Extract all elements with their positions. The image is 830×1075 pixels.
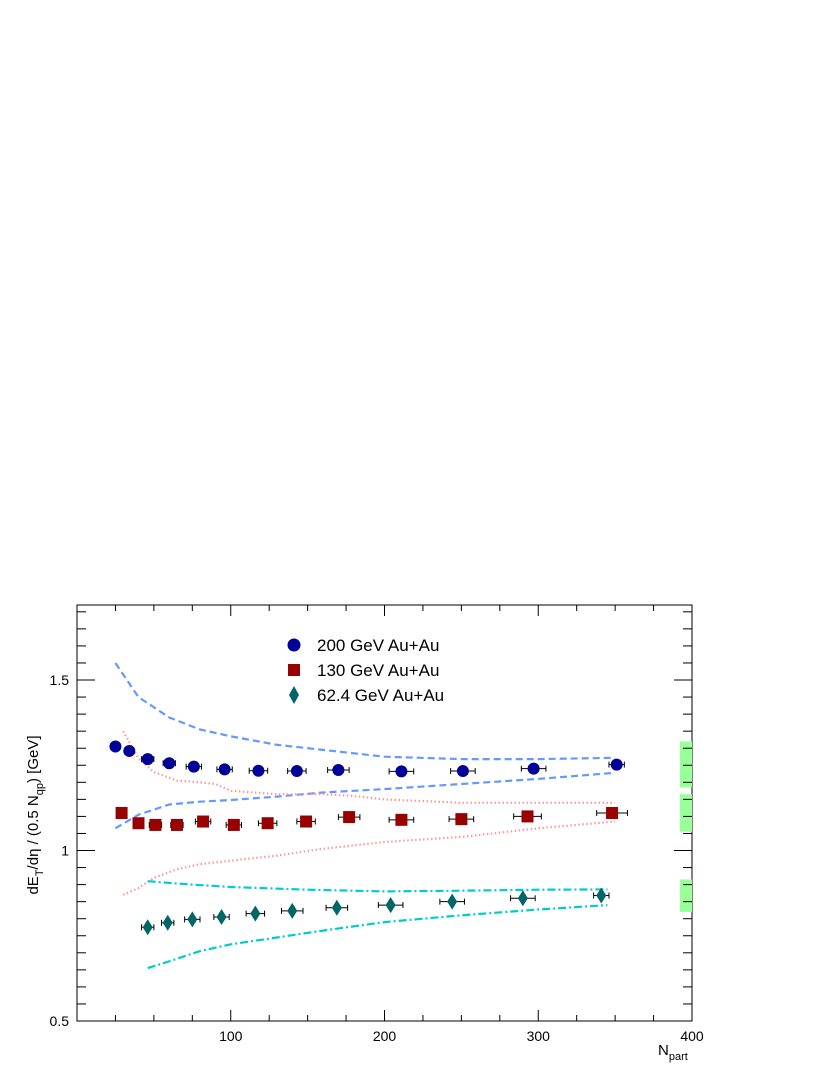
data-point-2 xyxy=(596,887,607,904)
data-point-2 xyxy=(287,902,298,919)
data-point-2 xyxy=(385,897,396,914)
data-point-0 xyxy=(123,744,136,757)
legend: 200 GeV Au+Au 130 GeV Au+Au 62.4 GeV Au+… xyxy=(287,636,444,705)
legend-label-130gev: 130 GeV Au+Au xyxy=(317,661,439,680)
data-point-0 xyxy=(610,758,623,771)
data-point-0 xyxy=(252,764,265,777)
data-point-2 xyxy=(216,909,227,925)
data-point-1 xyxy=(197,815,210,828)
y-axis-title-part-2: /dη / (0.5 N xyxy=(25,795,42,869)
data-point-2 xyxy=(250,905,261,922)
data-point-0 xyxy=(456,765,469,778)
data-point-1 xyxy=(300,815,313,828)
systematic-box-0 xyxy=(680,741,692,788)
data-point-1 xyxy=(227,818,240,831)
legend-marker-62gev xyxy=(289,686,299,704)
data-point-0 xyxy=(218,763,231,776)
x-tick-label: 100 xyxy=(219,1028,243,1044)
data-point-0 xyxy=(395,765,408,778)
model-bands xyxy=(114,662,616,970)
band-1-lower xyxy=(122,820,616,896)
band-0-upper xyxy=(114,662,616,761)
data-point-1 xyxy=(115,807,128,819)
x-axis-title-main: N xyxy=(658,1042,669,1059)
y-tick-label: 0.5 xyxy=(50,1013,70,1029)
data-point-1 xyxy=(132,817,145,830)
y-axis-title-part-0: dE xyxy=(25,876,42,894)
data-point-1 xyxy=(521,810,534,823)
data-point-0 xyxy=(109,740,122,753)
y-axis-title-part-1: T xyxy=(34,869,46,876)
data-point-1 xyxy=(170,818,183,831)
axis-ticks xyxy=(77,605,692,1021)
axis-tick-labels: 100 200 300 400 0.5 1 1.5 xyxy=(50,672,704,1044)
band-0-lower xyxy=(114,771,616,830)
x-axis-title: Npart xyxy=(658,1042,688,1063)
legend-marker-200gev xyxy=(287,638,301,652)
data-point-0 xyxy=(163,757,176,770)
systematic-box-1 xyxy=(680,794,692,832)
data-points xyxy=(109,740,628,936)
systematic-box-2 xyxy=(680,879,692,912)
band-2-lower xyxy=(147,904,608,970)
data-point-0 xyxy=(527,762,540,775)
x-tick-label: 400 xyxy=(680,1028,704,1044)
legend-marker-130gev xyxy=(288,664,300,676)
y-axis-title: dET/dη / (0.5 Nqp) [GeV] xyxy=(25,735,46,894)
y-axis-title-part-3: qp xyxy=(34,783,46,795)
band-2-upper xyxy=(147,880,608,893)
data-point-1 xyxy=(455,813,468,826)
data-point-1 xyxy=(395,813,408,826)
data-point-1 xyxy=(606,807,619,819)
data-point-0 xyxy=(332,764,345,777)
data-point-0 xyxy=(141,753,154,766)
data-point-2 xyxy=(331,899,342,916)
legend-label-62gev: 62.4 GeV Au+Au xyxy=(317,686,444,705)
systematic-boxes xyxy=(680,741,692,912)
data-point-2 xyxy=(517,890,528,907)
legend-label-200gev: 200 GeV Au+Au xyxy=(317,636,439,655)
y-axis-title-part-4: ) [GeV] xyxy=(25,735,42,783)
data-point-1 xyxy=(149,818,162,831)
data-point-2 xyxy=(187,911,198,928)
data-point-2 xyxy=(142,919,153,936)
x-axis-title-sub: part xyxy=(669,1051,688,1063)
data-point-2 xyxy=(447,893,458,910)
data-point-2 xyxy=(162,914,173,931)
x-tick-label: 300 xyxy=(527,1028,551,1044)
data-point-0 xyxy=(290,765,303,778)
y-tick-label: 1 xyxy=(61,843,69,859)
y-tick-label: 1.5 xyxy=(50,672,70,688)
data-point-1 xyxy=(343,811,356,824)
data-point-0 xyxy=(187,760,200,773)
data-point-1 xyxy=(261,817,274,830)
x-tick-label: 200 xyxy=(373,1028,397,1044)
